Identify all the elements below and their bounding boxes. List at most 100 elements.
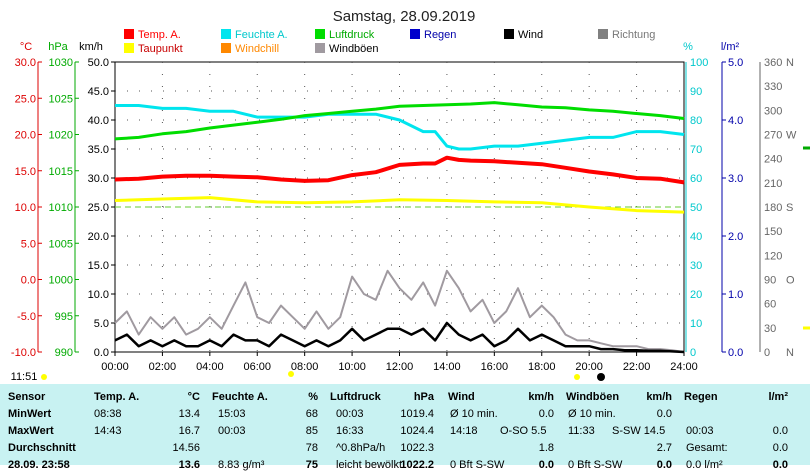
humidity-tick-label: 50	[690, 202, 702, 214]
wind-tick-label: 40.0	[88, 115, 109, 127]
stats-cell-h_time: 15:03	[218, 408, 246, 420]
legend-swatch	[598, 29, 608, 39]
wind-tick-label: 50.0	[88, 57, 109, 69]
temp-axis-unit: °C	[20, 41, 32, 53]
x-tick-label: 18:00	[528, 361, 556, 373]
stats-header-pressure-unit: hPa	[413, 391, 434, 403]
stats-cell-p_time: ^0.8hPa/h	[336, 442, 386, 454]
direction-tick-label: 0	[764, 347, 770, 359]
direction-letter: W	[786, 130, 797, 142]
direction-letter: N	[786, 347, 794, 359]
stats-cell-w_b: O-SO 5.5	[500, 425, 547, 437]
wind-tick-label: 10.0	[88, 289, 109, 301]
stats-header-temp: Temp. A.	[94, 391, 140, 403]
humidity-axis-unit: %	[683, 41, 693, 53]
wind-tick-label: 45.0	[88, 86, 109, 98]
direction-letter: S	[786, 202, 793, 214]
stats-cell-g_a: 11:33	[568, 425, 595, 437]
stats-cell-r_val: 0.0	[772, 459, 788, 471]
axes: 00:00 02:00 04:00 06:00 08:00 10:00 12:00 14:00…	[11, 57, 810, 373]
direction-tick-label: 60	[764, 299, 776, 311]
stats-cell-g_val: 0.0	[656, 459, 672, 471]
stats-cell-p_val: 1022.3	[400, 442, 434, 454]
stats-cell-w_val: 1.8	[538, 442, 554, 454]
humidity-tick-label: 40	[690, 231, 702, 243]
stats-cell-label: Durchschnitt	[8, 442, 76, 454]
legend-label: Temp. A.	[138, 29, 181, 41]
moon-icon	[597, 373, 605, 381]
stats-cell-w_val: 0.0	[538, 459, 554, 471]
x-tick-label: 08:00	[291, 361, 319, 373]
x-tick-label: 10:00	[338, 361, 366, 373]
stats-cell-t_val: 16.7	[178, 425, 200, 437]
legend-swatch	[315, 29, 325, 39]
pressure-line	[114, 101, 685, 141]
humidity-tick-label: 80	[690, 115, 702, 127]
stats-cell-g_a: Ø 10 min.	[568, 408, 616, 420]
legend-label: Richtung	[612, 29, 655, 41]
x-tick-label: 02:00	[149, 361, 177, 373]
x-tick-label: 04:00	[196, 361, 224, 373]
weather-chart: Samstag, 28.09.2019 Temp. A. Feuchte A. Lu…	[11, 8, 810, 383]
temp-tick-label: 5.0	[21, 238, 36, 250]
stats-header-humidity: Feuchte A.	[212, 391, 268, 403]
legend-swatch	[221, 29, 231, 39]
stats-cell-w_a: 14:18	[450, 425, 478, 437]
stats-cell-h_val: 75	[305, 459, 318, 471]
stats-header-gust: Windböen	[566, 391, 620, 403]
x-tick-label: 22:00	[623, 361, 651, 373]
stats-header-humidity-unit: %	[308, 391, 318, 403]
series-layer	[114, 101, 685, 354]
stats-cell-r_time: 00:03	[686, 425, 714, 437]
stats-cell-t_val: 14.56	[172, 442, 200, 454]
temp-tick-label: -5.0	[17, 311, 36, 323]
direction-tick-label: 150	[764, 226, 782, 238]
humidity-tick-label: 100	[690, 57, 708, 69]
legend-label: Wind	[518, 29, 543, 41]
direction-letter: N	[786, 57, 794, 69]
stats-cell-p_val: 1022.2	[400, 459, 434, 471]
rain-tick-label: 3.0	[728, 173, 743, 185]
pressure-tick-label: 990	[55, 347, 73, 359]
temp-tick-label: 20.0	[15, 130, 36, 142]
temp-tick-label: 25.0	[15, 93, 36, 105]
stats-header-wind-unit: km/h	[528, 391, 554, 403]
x-tick-label: 20:00	[575, 361, 603, 373]
pressure-tick-label: 1025	[49, 93, 73, 105]
humidity-tick-label: 70	[690, 144, 702, 156]
stats-cell-h_val: 68	[305, 408, 318, 420]
stats-header-sensor: Sensor	[8, 391, 46, 403]
x-tick-label: 00:00	[101, 361, 129, 373]
sunset-marker-icon	[574, 374, 580, 380]
stats-cell-p_time: 00:03	[336, 408, 364, 420]
x-tick-label: 14:00	[433, 361, 461, 373]
sun-icon	[41, 374, 47, 380]
x-tick-label: 06:00	[243, 361, 271, 373]
stats-header-pressure: Luftdruck	[330, 391, 381, 403]
wind-line	[114, 321, 685, 354]
stats-cell-g_b: S-SW 14.5	[612, 425, 666, 437]
stats-cell-r_time: 0.0 l/m²	[686, 459, 723, 471]
pressure-tick-label: 1010	[49, 202, 73, 214]
direction-tick-label: 90	[764, 275, 776, 287]
rain-tick-label: 2.0	[728, 231, 743, 243]
direction-tick-label: 120	[764, 250, 782, 262]
stats-header-gust-unit: km/h	[646, 391, 672, 403]
legend-label: Windchill	[235, 43, 279, 55]
gust-line	[114, 269, 685, 353]
stats-cell-r_time: Gesamt:	[686, 442, 728, 454]
wind-tick-label: 15.0	[88, 260, 109, 272]
stats-cell-h_val: 78	[305, 442, 318, 454]
sunrise-marker-icon	[288, 371, 294, 377]
rain-tick-label: 5.0	[728, 57, 743, 69]
stats-cell-t_val: 13.6	[178, 459, 200, 471]
direction-tick-label: 270	[764, 130, 782, 142]
temp-tick-label: 30.0	[15, 57, 36, 69]
stats-header-rain: Regen	[684, 391, 718, 403]
sunrise-time-label: 11:51	[11, 371, 38, 383]
pressure-tick-label: 1015	[49, 166, 73, 178]
rain-tick-label: 4.0	[728, 115, 743, 127]
temp-tick-label: 15.0	[15, 166, 36, 178]
stats-cell-label: MinWert	[8, 408, 52, 420]
pressure-tick-label: 1000	[49, 275, 73, 287]
